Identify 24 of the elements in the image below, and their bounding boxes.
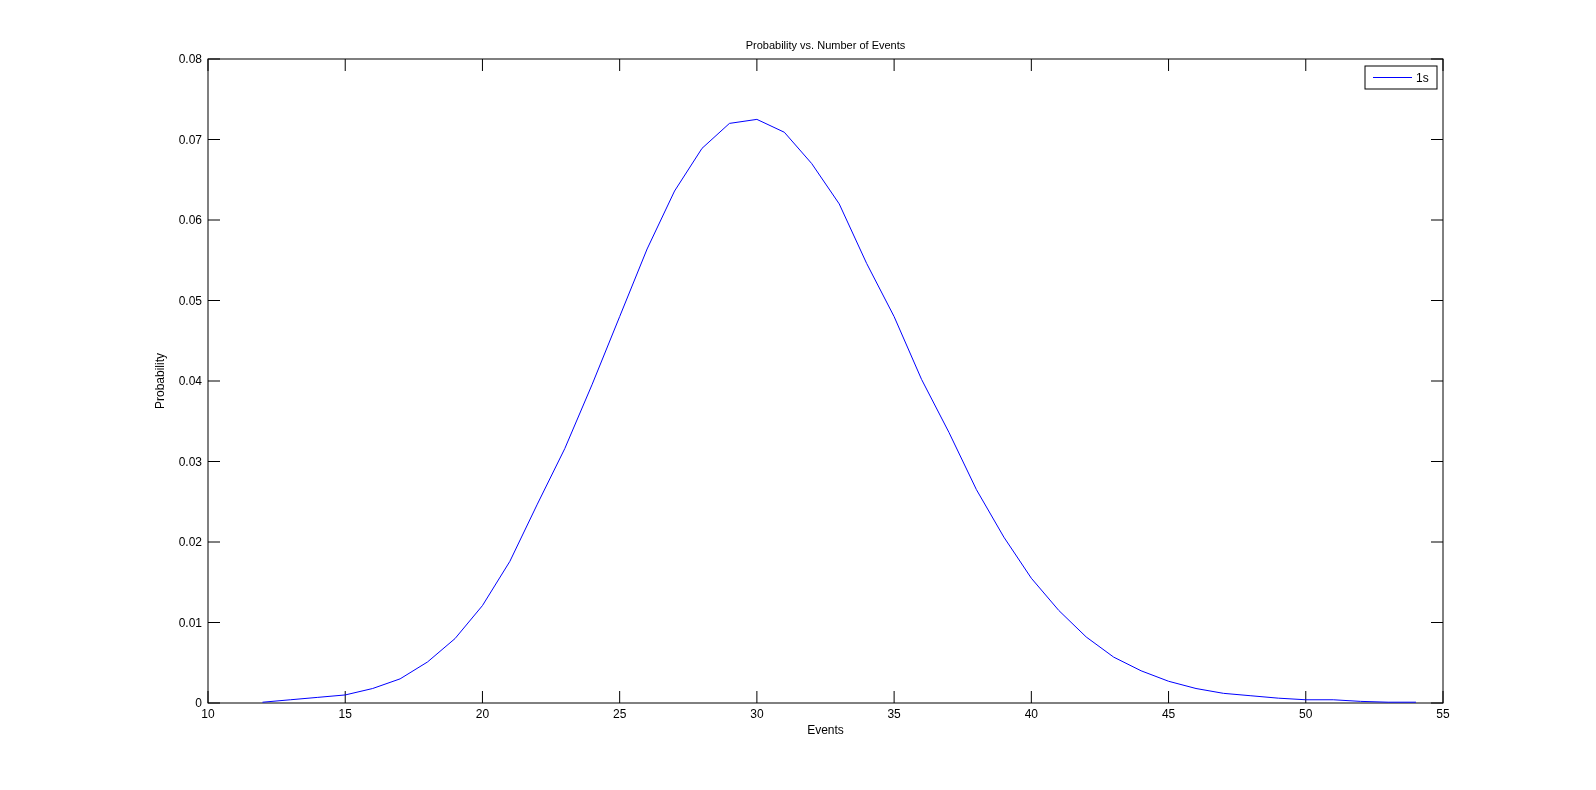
x-tick-label: 30 — [750, 707, 764, 721]
y-axis-title: Probability — [153, 352, 167, 410]
y-tick-label: 0.04 — [178, 374, 203, 389]
y-tick-label: 0.05 — [178, 293, 203, 308]
y-tick-label: 0 — [195, 696, 203, 711]
x-tick-label: 15 — [338, 707, 353, 721]
x-tick-label: 20 — [475, 707, 490, 721]
y-tick-label: 0.01 — [178, 615, 203, 630]
x-tick-label: 10 — [201, 707, 215, 721]
x-tick-label: 35 — [887, 707, 902, 721]
x-tick-label: 40 — [1024, 707, 1039, 721]
line-series — [262, 118, 1417, 703]
x-tick-label: 50 — [1299, 707, 1313, 721]
y-tick-label: 0.02 — [178, 535, 203, 550]
y-tick-label: 0.08 — [178, 52, 203, 67]
chart-title: Probability vs. Number of Events — [745, 39, 906, 51]
y-tick-label: 0.07 — [178, 132, 203, 147]
x-tick-label: 25 — [612, 707, 627, 721]
x-axis-title: Events — [807, 723, 844, 737]
x-tick-label: 55 — [1436, 707, 1450, 721]
legend-label: 1s — [1416, 70, 1429, 85]
x-tick-label: 45 — [1161, 707, 1176, 721]
y-tick-label: 0.03 — [178, 454, 203, 469]
y-tick-label: 0.06 — [178, 213, 203, 228]
